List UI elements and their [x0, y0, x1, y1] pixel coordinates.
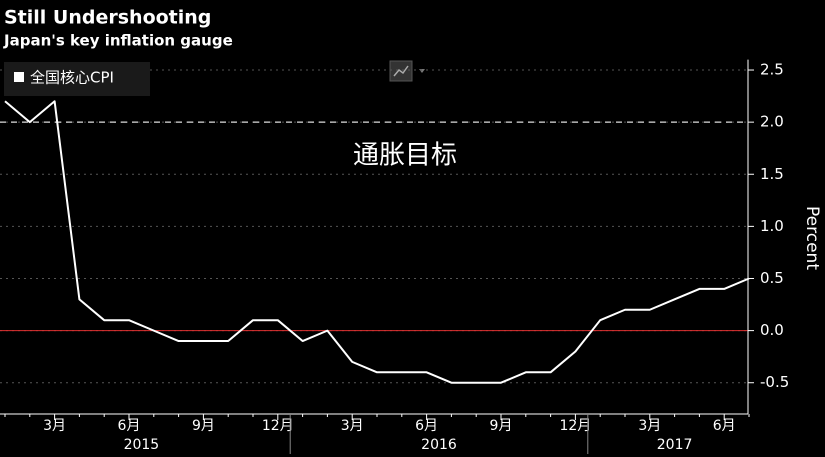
x-tick-label: 12月 [559, 418, 591, 434]
x-tick-label: 6月 [118, 418, 141, 434]
y-tick-label: 2.5 [760, 61, 784, 79]
x-tick-label: 9月 [192, 418, 215, 434]
year-label: 2015 [124, 437, 160, 453]
annotation: 通胀目标 [353, 141, 457, 171]
chart-icon [389, 60, 425, 82]
y-tick-label: 0.0 [760, 321, 784, 339]
y-tick-label: -0.5 [760, 373, 789, 391]
y-tick-label: 1.5 [760, 165, 784, 183]
x-tick-label: 12月 [262, 418, 294, 434]
y-tick-label: 0.5 [760, 269, 784, 287]
chart-subtitle: Japan's key inflation gauge [3, 32, 233, 50]
x-tick-label: 9月 [490, 418, 513, 434]
x-tick-label: 3月 [638, 418, 661, 434]
x-tick-label: 6月 [415, 418, 438, 434]
year-label: 2016 [421, 437, 457, 453]
legend-box [4, 62, 150, 96]
line-series [4, 100, 750, 384]
y-tick-label: 1.0 [760, 217, 784, 235]
chart-title: Still Undershooting [4, 7, 211, 29]
y-axis-label: Percent [802, 206, 822, 270]
x-tick-label: 6月 [713, 418, 736, 434]
legend-label: 全国核心CPI [30, 69, 114, 87]
x-tick-label: 3月 [43, 418, 66, 434]
x-tick-label: 3月 [341, 418, 364, 434]
year-label: 2017 [657, 437, 693, 453]
y-tick-label: 2.0 [760, 113, 784, 131]
legend-swatch [14, 72, 24, 82]
